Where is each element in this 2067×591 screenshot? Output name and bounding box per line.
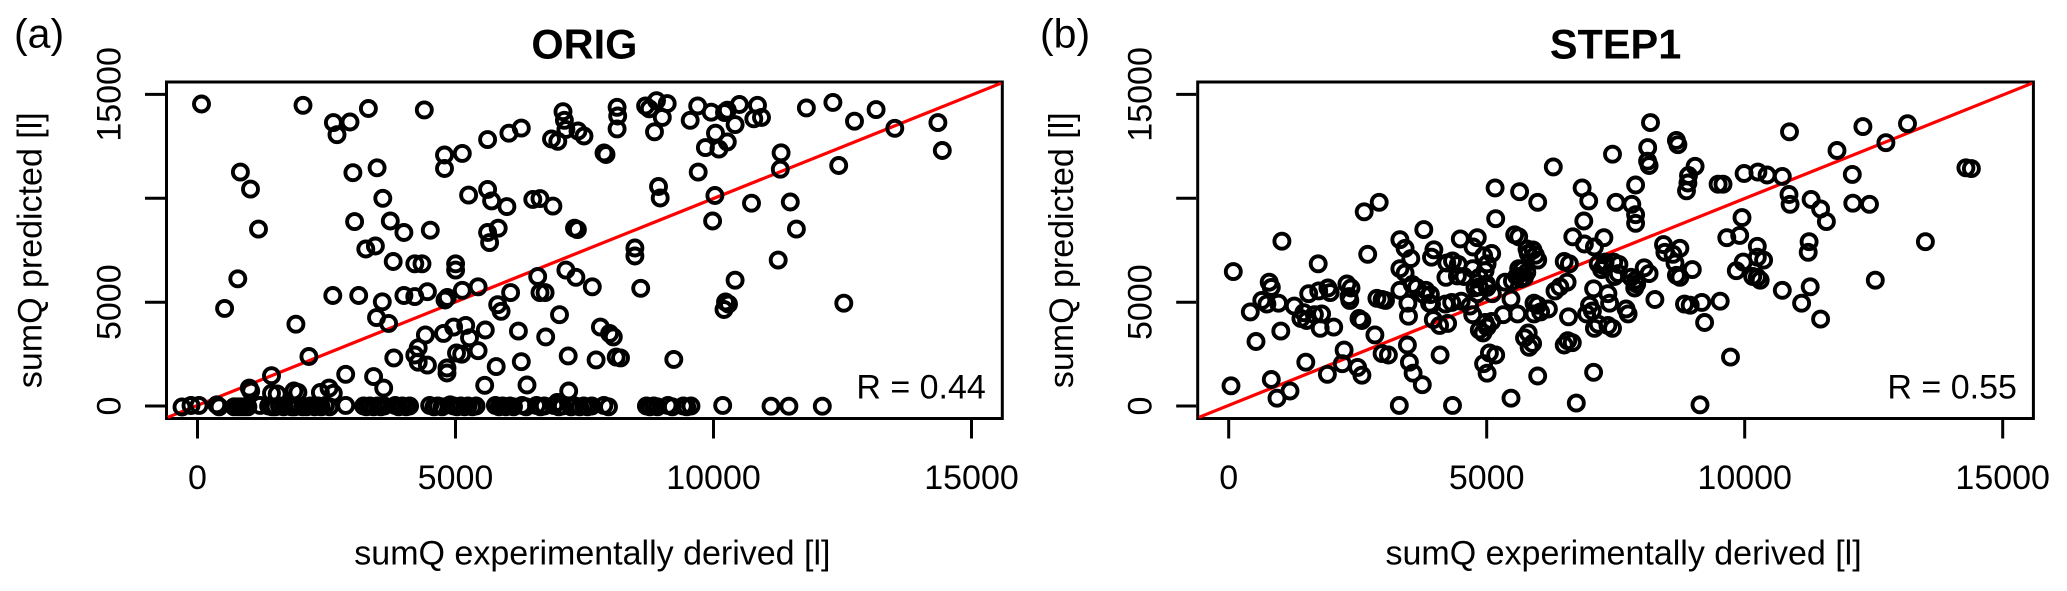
- svg-text:(b): (b): [1040, 10, 1090, 56]
- svg-text:sumQ predicted [l]: sumQ predicted [l]: [1043, 112, 1081, 388]
- svg-text:10000: 10000: [666, 459, 761, 497]
- svg-text:15000: 15000: [90, 47, 128, 142]
- svg-text:sumQ experimentally derived [l: sumQ experimentally derived [l]: [1386, 535, 1862, 573]
- svg-text:5000: 5000: [418, 459, 494, 497]
- svg-text:15000: 15000: [1955, 459, 2050, 497]
- svg-text:(a): (a): [14, 10, 64, 56]
- svg-text:STEP1: STEP1: [1550, 20, 1681, 67]
- svg-text:R = 0.44: R = 0.44: [856, 369, 985, 407]
- svg-text:0: 0: [1122, 397, 1160, 416]
- svg-text:10000: 10000: [1697, 459, 1792, 497]
- svg-text:5000: 5000: [1449, 459, 1525, 497]
- svg-text:15000: 15000: [1122, 47, 1160, 142]
- svg-text:0: 0: [1219, 459, 1238, 497]
- svg-text:0: 0: [90, 397, 128, 416]
- svg-text:ORIG: ORIG: [531, 20, 637, 67]
- svg-text:sumQ predicted [l]: sumQ predicted [l]: [12, 112, 50, 388]
- svg-text:sumQ experimentally derived [l: sumQ experimentally derived [l]: [354, 535, 830, 573]
- svg-text:5000: 5000: [1122, 264, 1160, 340]
- svg-text:15000: 15000: [924, 459, 1019, 497]
- svg-text:5000: 5000: [90, 264, 128, 340]
- svg-text:R = 0.55: R = 0.55: [1887, 369, 2016, 407]
- svg-text:0: 0: [188, 459, 207, 497]
